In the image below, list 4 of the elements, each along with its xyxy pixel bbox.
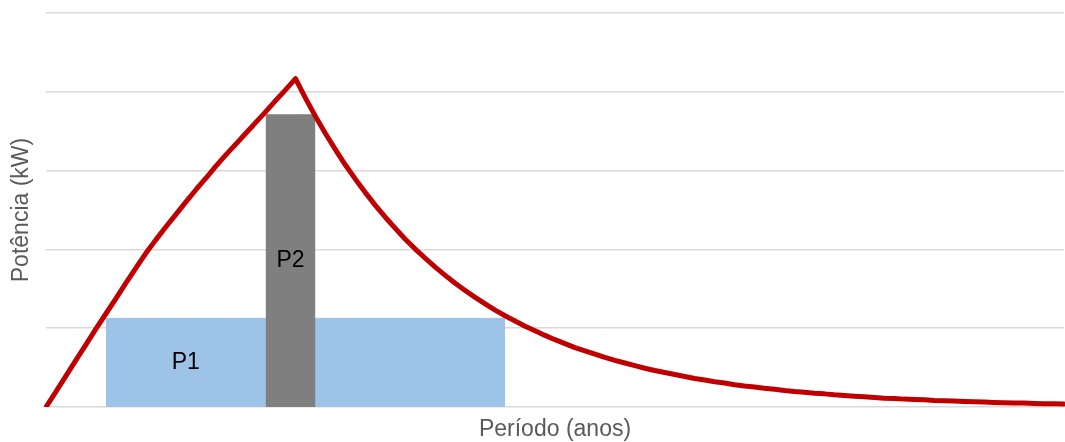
series-label: P1	[171, 348, 200, 375]
series-label: P2	[276, 246, 305, 273]
y-axis-title: Potência (kW)	[7, 137, 34, 283]
x-axis-title: Período (anos)	[478, 415, 632, 442]
